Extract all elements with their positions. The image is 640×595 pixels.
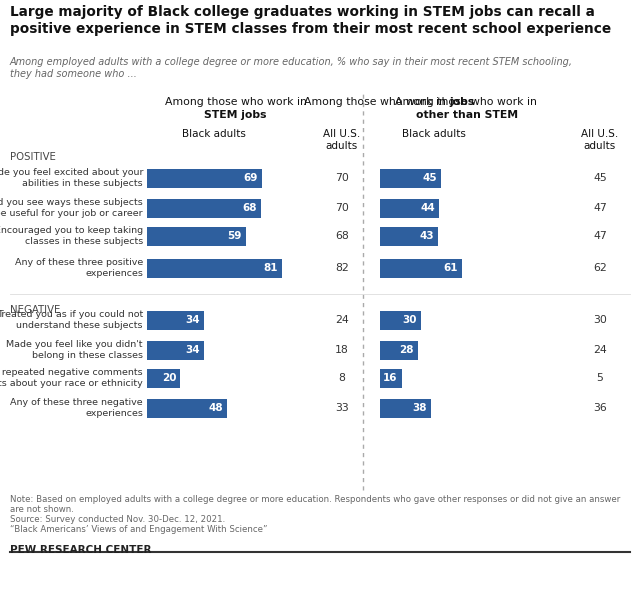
Text: 18: 18	[335, 345, 349, 355]
Text: POSITIVE: POSITIVE	[10, 152, 56, 162]
Text: All U.S.
adults: All U.S. adults	[323, 129, 360, 151]
Text: 16: 16	[383, 373, 397, 383]
Text: Among employed adults with a college degree or more education, % who say in thei: Among employed adults with a college deg…	[10, 57, 573, 79]
Bar	[380, 340, 418, 359]
Text: other than STEM: other than STEM	[417, 110, 518, 120]
Text: 48: 48	[209, 403, 223, 413]
Bar	[380, 399, 431, 418]
Text: Among those who work in: Among those who work in	[395, 97, 540, 107]
Text: Black adults: Black adults	[182, 129, 246, 139]
Text: jobs: jobs	[449, 97, 475, 107]
Text: Source: Survey conducted Nov. 30-Dec. 12, 2021.: Source: Survey conducted Nov. 30-Dec. 12…	[10, 515, 225, 524]
Bar	[380, 311, 420, 330]
Bar	[147, 311, 204, 330]
Text: 28: 28	[399, 345, 414, 355]
Text: Among those who work in: Among those who work in	[304, 97, 449, 107]
Text: “Black Americans’ Views of and Engagement With Science”: “Black Americans’ Views of and Engagemen…	[10, 525, 268, 534]
Bar	[380, 199, 440, 218]
Text: 61: 61	[444, 263, 458, 273]
Text: 59: 59	[227, 231, 241, 241]
Text: PEW RESEARCH CENTER: PEW RESEARCH CENTER	[10, 545, 152, 555]
Text: 5: 5	[596, 373, 604, 383]
Bar	[147, 399, 227, 418]
Text: 70: 70	[335, 203, 349, 213]
Bar	[380, 168, 441, 187]
Text: Encouraged you to keep taking
classes in these subjects: Encouraged you to keep taking classes in…	[0, 226, 143, 246]
Text: 70: 70	[335, 173, 349, 183]
Bar	[380, 258, 462, 277]
Text: Black adults: Black adults	[402, 129, 466, 139]
Bar	[147, 368, 180, 387]
Text: 34: 34	[185, 315, 200, 325]
Text: Made you feel excited about your
abilities in these subjects: Made you feel excited about your abiliti…	[0, 168, 143, 188]
Text: Large majority of Black college graduates working in STEM jobs can recall a
posi: Large majority of Black college graduate…	[10, 5, 611, 36]
Bar	[380, 227, 438, 246]
Text: 36: 36	[593, 403, 607, 413]
Text: 47: 47	[593, 231, 607, 241]
Text: Made you feel like you didn't
belong in these classes: Made you feel like you didn't belong in …	[6, 340, 143, 360]
Bar	[380, 368, 402, 387]
Text: 38: 38	[413, 403, 428, 413]
Bar	[147, 227, 246, 246]
Text: 43: 43	[419, 231, 434, 241]
Text: 8: 8	[339, 373, 346, 383]
Text: 62: 62	[593, 263, 607, 273]
Text: 82: 82	[335, 263, 349, 273]
Text: 47: 47	[593, 203, 607, 213]
Text: Note: Based on employed adults with a college degree or more education. Responde: Note: Based on employed adults with a co…	[10, 495, 620, 504]
Text: Among those who work in: Among those who work in	[164, 97, 307, 107]
Text: 24: 24	[593, 345, 607, 355]
Text: NEGATIVE: NEGATIVE	[10, 305, 60, 315]
Text: 81: 81	[264, 263, 278, 273]
Text: 30: 30	[402, 315, 417, 325]
Text: All U.S.
adults: All U.S. adults	[581, 129, 619, 151]
Text: 68: 68	[335, 231, 349, 241]
Text: are not shown.: are not shown.	[10, 505, 74, 514]
Text: 68: 68	[242, 203, 257, 213]
Text: 33: 33	[335, 403, 349, 413]
Bar	[147, 340, 204, 359]
Text: STEM jobs: STEM jobs	[204, 110, 267, 120]
Text: 44: 44	[420, 203, 435, 213]
Text: 69: 69	[244, 173, 258, 183]
Text: 20: 20	[162, 373, 177, 383]
Text: Helped you see ways these subjects
could be useful for your job or career: Helped you see ways these subjects could…	[0, 198, 143, 218]
Text: 45: 45	[593, 173, 607, 183]
Bar	[147, 199, 260, 218]
Text: Any of these three negative
experiences: Any of these three negative experiences	[10, 398, 143, 418]
Text: 24: 24	[335, 315, 349, 325]
Text: 45: 45	[422, 173, 436, 183]
Bar	[147, 258, 282, 277]
Text: Any of these three positive
experiences: Any of these three positive experiences	[15, 258, 143, 278]
Text: 30: 30	[593, 315, 607, 325]
Bar	[147, 168, 262, 187]
Text: 34: 34	[185, 345, 200, 355]
Text: Made repeated negative comments
or slights about your race or ethnicity: Made repeated negative comments or sligh…	[0, 368, 143, 388]
Text: Treated you as if you could not
understand these subjects: Treated you as if you could not understa…	[0, 310, 143, 330]
